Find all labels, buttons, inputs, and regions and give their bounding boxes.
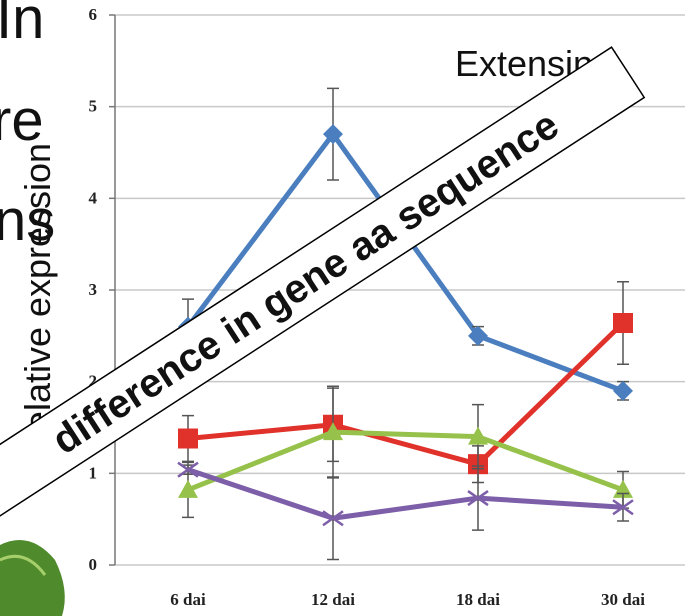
- slide-text: In: [0, 0, 44, 51]
- x-tick-label: 6 dai: [170, 590, 206, 609]
- series-line: [188, 134, 623, 391]
- x-tick-label: 12 dai: [311, 590, 355, 609]
- y-tick-label: 5: [89, 97, 98, 116]
- marker: [613, 381, 633, 401]
- x-tick-label: 18 dai: [456, 590, 500, 609]
- y-tick-label: 4: [89, 188, 98, 207]
- slide: In re ns Relative expression 01234566 da…: [0, 0, 685, 616]
- series-line: [188, 432, 623, 490]
- series-line: [188, 470, 623, 519]
- leaf-image: [0, 540, 65, 616]
- y-tick-label: 0: [89, 555, 98, 574]
- y-tick-label: 6: [89, 5, 98, 24]
- x-tick-label: 30 dai: [601, 590, 645, 609]
- marker: [178, 429, 198, 449]
- banner-text: difference in gene aa sequence: [45, 103, 567, 463]
- marker: [613, 313, 633, 333]
- y-tick-label: 3: [89, 280, 98, 299]
- y-tick-label: 1: [89, 463, 98, 482]
